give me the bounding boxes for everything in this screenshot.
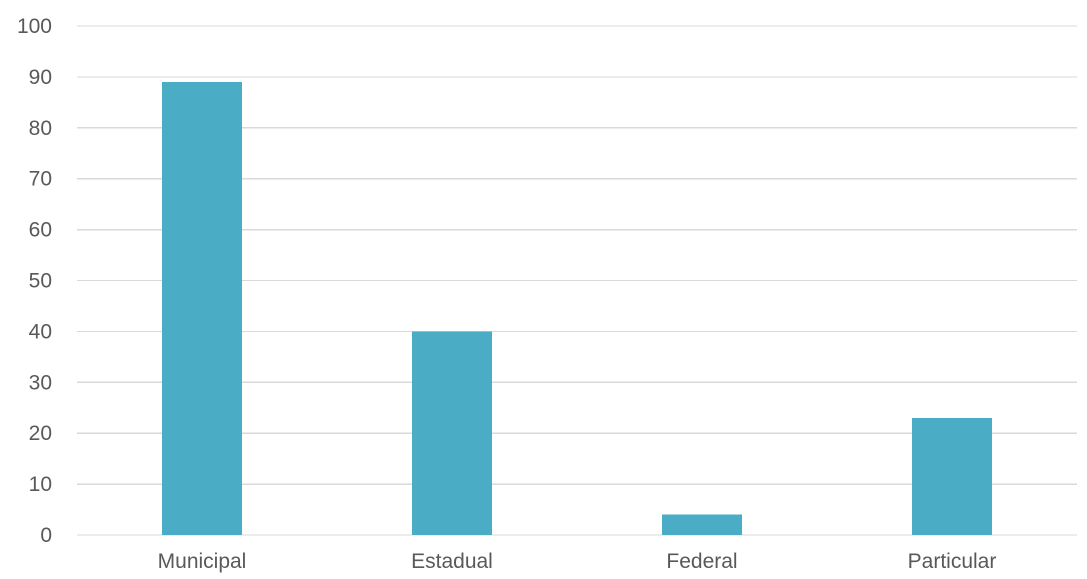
y-tick-label: 60 bbox=[29, 219, 52, 242]
bar-particular bbox=[912, 417, 992, 535]
bar-federal bbox=[662, 514, 742, 535]
y-tick-label: 0 bbox=[40, 524, 52, 547]
y-tick-label: 90 bbox=[29, 66, 52, 89]
bar-estadual bbox=[412, 331, 492, 535]
y-tick-label: 10 bbox=[29, 473, 52, 496]
x-tick-label: Particular bbox=[908, 550, 997, 573]
bar-municipal bbox=[162, 81, 242, 536]
y-tick-label: 100 bbox=[17, 15, 52, 38]
y-tick-label: 70 bbox=[29, 168, 52, 191]
y-tick-label: 80 bbox=[29, 117, 52, 140]
y-tick-label: 30 bbox=[29, 371, 52, 394]
y-axis-ticks: 0 10 20 30 40 50 60 70 80 90 100 bbox=[17, 15, 52, 547]
x-tick-label: Municipal bbox=[158, 550, 247, 573]
y-tick-label: 20 bbox=[29, 422, 52, 445]
y-tick-label: 50 bbox=[29, 270, 52, 293]
x-tick-label: Estadual bbox=[411, 550, 493, 573]
bars bbox=[162, 81, 992, 536]
x-axis-ticks: Municipal Estadual Federal Particular bbox=[158, 550, 997, 573]
x-tick-label: Federal bbox=[666, 550, 737, 573]
gridlines bbox=[77, 25, 1077, 536]
y-tick-label: 40 bbox=[29, 320, 52, 343]
